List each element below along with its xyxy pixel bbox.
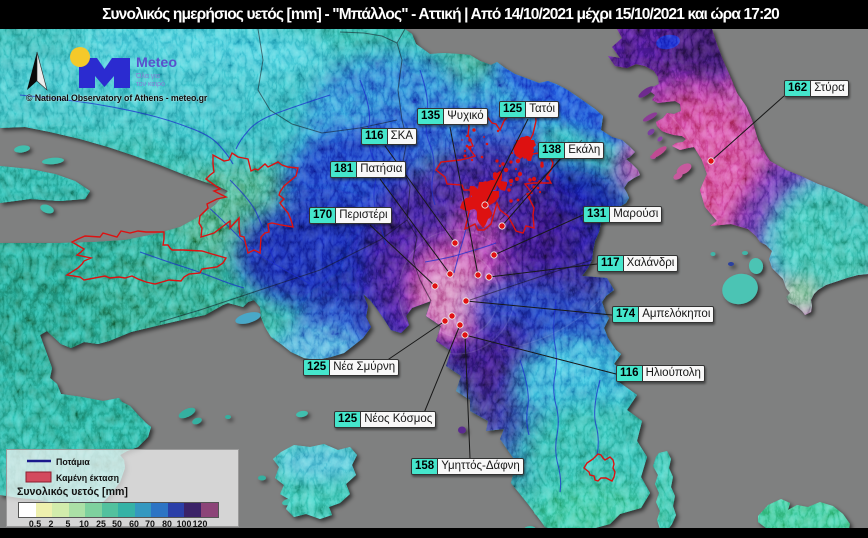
svg-text:τον καιρό: τον καιρό xyxy=(136,80,165,88)
svg-text:Meteo: Meteo xyxy=(136,55,177,71)
svg-text:Όλα για: Όλα για xyxy=(135,73,160,80)
